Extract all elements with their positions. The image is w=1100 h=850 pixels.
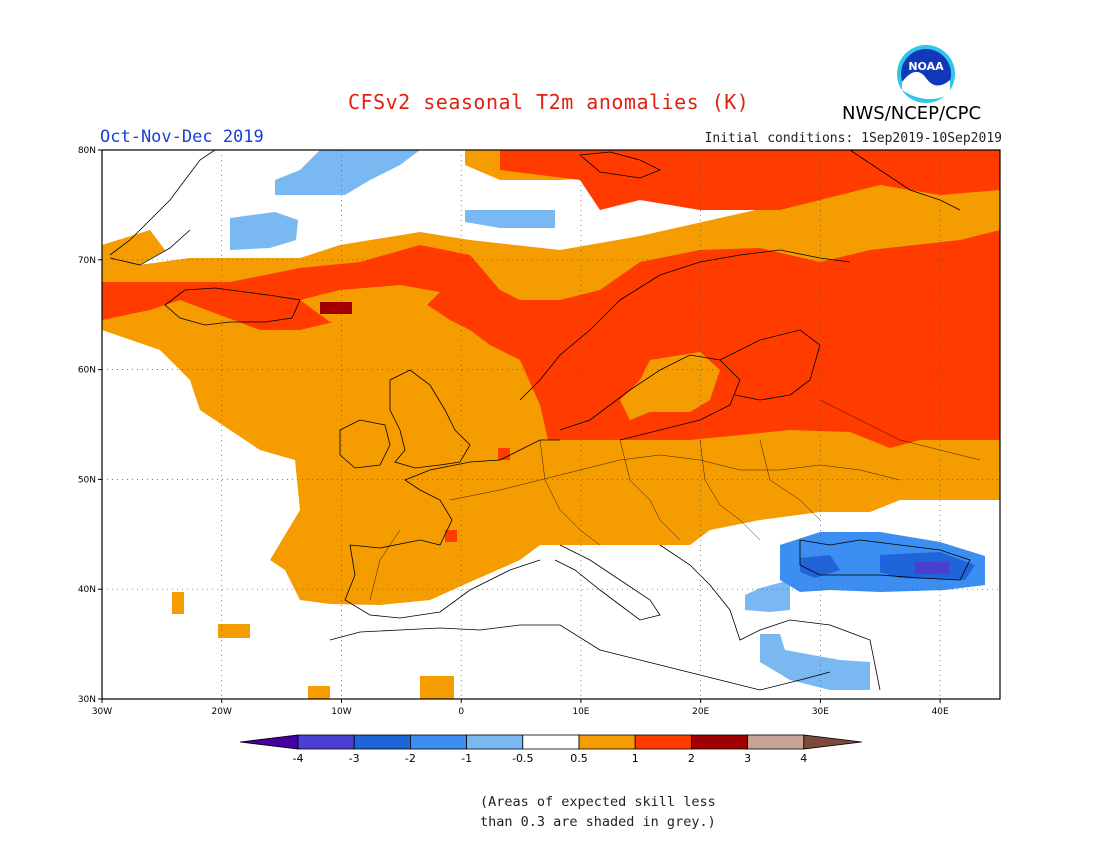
legend-label: 2 bbox=[688, 752, 695, 765]
legend-swatch bbox=[747, 734, 805, 750]
legend-label: -0.5 bbox=[512, 752, 533, 765]
legend-swatch bbox=[409, 734, 467, 750]
map-frame bbox=[101, 149, 1001, 700]
lon-tick-label: 30W bbox=[92, 707, 112, 717]
lat-tick-label: 30N bbox=[78, 695, 96, 705]
strong-anomaly-spot-iceland bbox=[320, 302, 352, 314]
footnote-line-1: (Areas of expected skill less bbox=[480, 794, 716, 810]
cold-anomaly-region-barents bbox=[465, 210, 555, 228]
warm-anomaly-spot-azores bbox=[172, 592, 184, 614]
cold-anomaly-region-svalbard bbox=[230, 212, 298, 250]
legend-label: 0.5 bbox=[570, 752, 588, 765]
legend-swatch bbox=[578, 734, 636, 750]
latitude-axis: 80N 70N 60N 50N 40N 30N bbox=[78, 146, 102, 705]
coastlines bbox=[109, 150, 971, 691]
warm-anomaly-spot-madeira bbox=[218, 624, 250, 638]
lat-tick-label: 60N bbox=[78, 366, 96, 376]
warm-anomaly-spot-morocco bbox=[308, 686, 330, 699]
lon-tick-label: 40E bbox=[932, 707, 949, 717]
noaa-logo: NOAA bbox=[896, 44, 956, 104]
country-borders bbox=[369, 399, 981, 601]
legend-swatch bbox=[297, 734, 355, 750]
legend-swatch bbox=[691, 734, 749, 750]
lat-tick-label: 70N bbox=[78, 256, 96, 266]
svg-text:NOAA: NOAA bbox=[908, 60, 944, 73]
lon-tick-label: 10W bbox=[331, 707, 351, 717]
initial-conditions-label: Initial conditions: 1Sep2019-10Sep2019 bbox=[704, 131, 1002, 146]
legend-label: -3 bbox=[349, 752, 360, 765]
lon-tick-label: 20W bbox=[212, 707, 232, 717]
legend-label: 1 bbox=[632, 752, 639, 765]
hot-anomaly-region-arctic bbox=[500, 150, 1000, 210]
color-legend: -4 -3 -2 -1 -0.5 0.5 1 2 3 4 bbox=[239, 734, 862, 765]
chart-title: CFSv2 seasonal T2m anomalies (K) bbox=[348, 90, 750, 114]
season-label: Oct-Nov-Dec 2019 bbox=[100, 127, 264, 147]
legend-swatch bbox=[466, 734, 524, 750]
agency-label: NWS/NCEP/CPC bbox=[842, 103, 982, 124]
legend-label: -2 bbox=[405, 752, 416, 765]
lat-tick-label: 40N bbox=[78, 585, 96, 595]
cold-anomaly-region-greenland-sea bbox=[275, 150, 420, 195]
warm-anomaly-spot-algeria bbox=[420, 676, 454, 699]
footnote-line-2: than 0.3 are shaded in grey.) bbox=[480, 814, 716, 830]
legend-swatch bbox=[522, 734, 580, 750]
hot-anomaly-spot-biscay bbox=[445, 530, 457, 542]
legend-swatch bbox=[353, 734, 411, 750]
cold-anomaly-region-aegean bbox=[745, 580, 790, 612]
legend-label: -1 bbox=[461, 752, 472, 765]
legend-label: 3 bbox=[744, 752, 751, 765]
cold-anomaly-region-levant bbox=[760, 634, 870, 690]
legend-label: -4 bbox=[293, 752, 304, 765]
legend-label: 4 bbox=[800, 752, 807, 765]
warm-anomaly-region-iceland-west bbox=[102, 230, 165, 275]
hot-anomaly-region-atlantic bbox=[102, 230, 1000, 448]
lat-tick-label: 50N bbox=[78, 475, 96, 485]
legend-arrow-low bbox=[239, 734, 299, 750]
longitude-axis: 30W 20W 10W 0 10E 20E 30E 40E bbox=[92, 699, 949, 717]
lat-tick-label: 80N bbox=[78, 146, 96, 156]
legend-arrow-high bbox=[803, 734, 862, 750]
cold-anomaly-region-anatolia bbox=[800, 555, 840, 578]
legend-swatch bbox=[634, 734, 692, 750]
warm-anomaly-region-baltic bbox=[620, 352, 720, 420]
skill-footnote: (Areas of expected skill less than 0.3 a… bbox=[480, 792, 716, 832]
hot-anomaly-spot-north-sea bbox=[498, 448, 510, 460]
lon-tick-label: 10E bbox=[572, 707, 589, 717]
anomaly-shading bbox=[102, 150, 1000, 699]
lon-tick-label: 30E bbox=[812, 707, 829, 717]
strong-cold-anomaly-spot bbox=[915, 562, 949, 574]
lon-tick-label: 0 bbox=[458, 707, 464, 717]
lon-tick-label: 20E bbox=[692, 707, 709, 717]
